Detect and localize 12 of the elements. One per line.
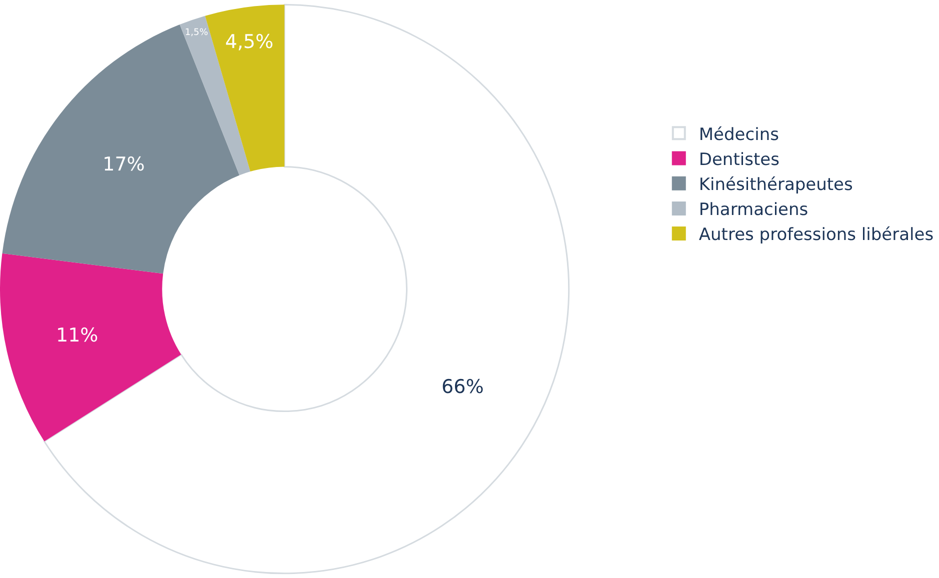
legend-label: Kinésithérapeutes (698, 174, 854, 195)
data-label: 17% (102, 153, 145, 176)
legend-label: Dentistes (698, 150, 780, 170)
donut-slice (0, 253, 182, 442)
data-label: 11% (56, 324, 98, 346)
data-label: 1,5% (184, 26, 208, 38)
legend-label: Autres professions libérales (698, 225, 934, 246)
data-label: 66% (442, 376, 484, 398)
legend-label: Pharmaciens (698, 200, 808, 220)
donut-slice (44, 4, 570, 574)
data-label: 4,5% (225, 31, 274, 54)
legend-label: Médecins (698, 124, 780, 145)
